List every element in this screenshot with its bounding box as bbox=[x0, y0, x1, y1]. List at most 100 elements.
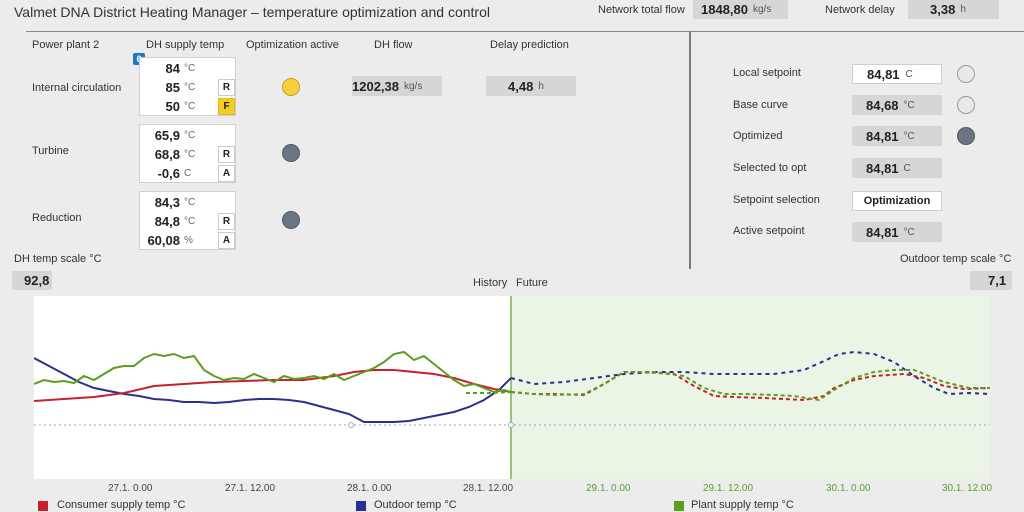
legend-label-plant: Plant supply temp °C bbox=[691, 499, 794, 511]
plant-name: Power plant 2 bbox=[32, 39, 100, 51]
active-setpoint-label: Active setpoint bbox=[733, 225, 805, 237]
dh-flow-number: 1202,38 bbox=[352, 78, 399, 94]
local-setpoint-label: Local setpoint bbox=[733, 67, 801, 79]
plant-supply-temp-history-tail bbox=[466, 391, 512, 394]
network-flow-label: Network total flow bbox=[598, 4, 685, 16]
col-header-optimization: Optimization active bbox=[246, 39, 339, 51]
panel-divider bbox=[689, 31, 691, 269]
active-setpoint-number: 84,81 bbox=[866, 224, 899, 240]
legend-label-outdoor: Outdoor temp °C bbox=[374, 499, 457, 511]
selected-to-opt-label: Selected to opt bbox=[733, 162, 807, 174]
temp-line-remote: 68,8 °C R bbox=[140, 145, 237, 164]
temp-value: 50 bbox=[165, 99, 180, 114]
x-tick-label: 27.1. 12.00 bbox=[225, 483, 276, 494]
temp-value: 84,8 bbox=[154, 214, 180, 229]
local-setpoint-input[interactable]: 84,81 C bbox=[852, 64, 942, 84]
row-label-reduction: Reduction bbox=[32, 212, 82, 224]
temp-unit: C bbox=[184, 168, 192, 179]
network-delay-number: 3,38 bbox=[930, 2, 956, 17]
temp-line-measured: 65,9 °C bbox=[140, 126, 237, 145]
temp-unit: °C bbox=[184, 149, 196, 160]
local-setpoint-radio[interactable] bbox=[957, 65, 975, 83]
outdoor-temp-scale-value[interactable]: 7,1 bbox=[970, 271, 1012, 290]
x-tick-label: 29.1. 0.00 bbox=[586, 483, 631, 494]
consumer-supply-temp-history-line bbox=[33, 369, 512, 402]
active-setpoint-value: 84,81 °C bbox=[852, 222, 942, 242]
setpoint-selection-button[interactable]: Optimization bbox=[852, 191, 942, 211]
temp-card-internal-circulation: 84 °C 85 °C R 50 °C F bbox=[139, 57, 236, 116]
selected-to-opt-unit: C bbox=[903, 162, 911, 174]
temp-unit: °C bbox=[184, 197, 196, 208]
dh-temp-scale-label: DH temp scale °C bbox=[14, 253, 102, 265]
network-delay-value: 3,38 h bbox=[908, 0, 999, 19]
network-flow-unit: kg/s bbox=[753, 4, 772, 15]
mode-tag-a[interactable]: A bbox=[218, 165, 235, 182]
optimization-inactive-indicator[interactable] bbox=[282, 144, 300, 162]
temp-line-measured: 84 °C bbox=[140, 59, 237, 78]
trend-chart[interactable] bbox=[33, 296, 991, 479]
app-title: Valmet DNA District Heating Manager – te… bbox=[14, 4, 490, 20]
legend-swatch-plant bbox=[674, 501, 684, 511]
temp-value: 68,8 bbox=[154, 147, 180, 162]
col-header-flow: DH flow bbox=[374, 39, 413, 51]
future-label: Future bbox=[516, 277, 548, 289]
temp-value: 60,08 bbox=[147, 233, 180, 248]
delay-prediction-unit: h bbox=[538, 80, 544, 92]
plant-supply-temp-history-line bbox=[33, 350, 512, 394]
x-tick-label: 27.1. 0.00 bbox=[108, 483, 153, 494]
network-flow-value: 1848,80 kg/s bbox=[693, 0, 788, 19]
col-header-supply: DH supply temp bbox=[146, 39, 225, 51]
active-setpoint-unit: °C bbox=[903, 226, 915, 238]
dh-flow-unit: kg/s bbox=[404, 80, 423, 92]
temp-value: 85 bbox=[165, 80, 180, 95]
optimized-radio[interactable] bbox=[957, 127, 975, 145]
local-setpoint-unit: C bbox=[905, 68, 913, 80]
base-curve-radio[interactable] bbox=[957, 96, 975, 114]
temp-card-turbine: 65,9 °C 68,8 °C R -0,6 C A bbox=[139, 124, 236, 183]
setpoint-selection-label: Setpoint selection bbox=[733, 194, 820, 206]
optimization-inactive-indicator[interactable] bbox=[282, 211, 300, 229]
dh-temp-scale-value[interactable]: 92,8 bbox=[12, 271, 52, 290]
legend-swatch-outdoor bbox=[356, 501, 366, 511]
optimization-active-indicator[interactable] bbox=[282, 78, 300, 96]
temp-value: 65,9 bbox=[154, 128, 180, 143]
temp-line-measured: 84,3 °C bbox=[140, 193, 237, 212]
network-delay-label: Network delay bbox=[825, 4, 895, 16]
temp-line-auto: 60,08 % A bbox=[140, 231, 237, 250]
mode-tag-r[interactable]: R bbox=[218, 79, 235, 96]
future-region bbox=[511, 296, 990, 479]
mode-tag-r[interactable]: R bbox=[218, 213, 235, 230]
temp-unit: °C bbox=[184, 82, 196, 93]
mode-tag-r[interactable]: R bbox=[218, 146, 235, 163]
selected-to-opt-value: 84,81 C bbox=[852, 158, 942, 178]
temp-unit: °C bbox=[184, 63, 196, 74]
marker-point bbox=[348, 422, 354, 428]
temp-value: -0,6 bbox=[157, 166, 180, 181]
temp-unit: °C bbox=[184, 130, 196, 141]
outdoor-temp-scale-label: Outdoor temp scale °C bbox=[900, 253, 1012, 265]
temp-unit: °C bbox=[184, 216, 196, 227]
temp-line-remote: 85 °C R bbox=[140, 78, 237, 97]
temp-line-remote: 84,8 °C R bbox=[140, 212, 237, 231]
mode-tag-f[interactable]: F bbox=[218, 98, 235, 115]
col-header-delay: Delay prediction bbox=[490, 39, 569, 51]
x-tick-label: 30.1. 12.00 bbox=[942, 483, 993, 494]
dh-flow-value: 1202,38 kg/s bbox=[352, 76, 442, 96]
temp-unit: °C bbox=[184, 101, 196, 112]
history-label: History bbox=[473, 277, 508, 289]
optimized-label: Optimized bbox=[733, 130, 783, 142]
base-curve-unit: °C bbox=[903, 99, 915, 111]
temp-line-auto: -0,6 C A bbox=[140, 164, 237, 183]
outdoor-temp-history-line bbox=[33, 357, 512, 423]
legend-swatch-consumer bbox=[38, 501, 48, 511]
network-flow-number: 1848,80 bbox=[701, 2, 748, 17]
optimized-value: 84,81 °C bbox=[852, 126, 942, 146]
mode-tag-a[interactable]: A bbox=[218, 232, 235, 249]
x-tick-label: 28.1. 0.00 bbox=[347, 483, 392, 494]
x-tick-label: 29.1. 12.00 bbox=[703, 483, 754, 494]
network-delay-unit: h bbox=[960, 4, 966, 15]
row-label-internal-circulation: Internal circulation bbox=[32, 82, 122, 94]
x-tick-label: 28.1. 12.00 bbox=[463, 483, 514, 494]
plant-supply-temp-forecast-line bbox=[510, 369, 990, 402]
temp-line-forced: 50 °C F bbox=[140, 97, 237, 116]
